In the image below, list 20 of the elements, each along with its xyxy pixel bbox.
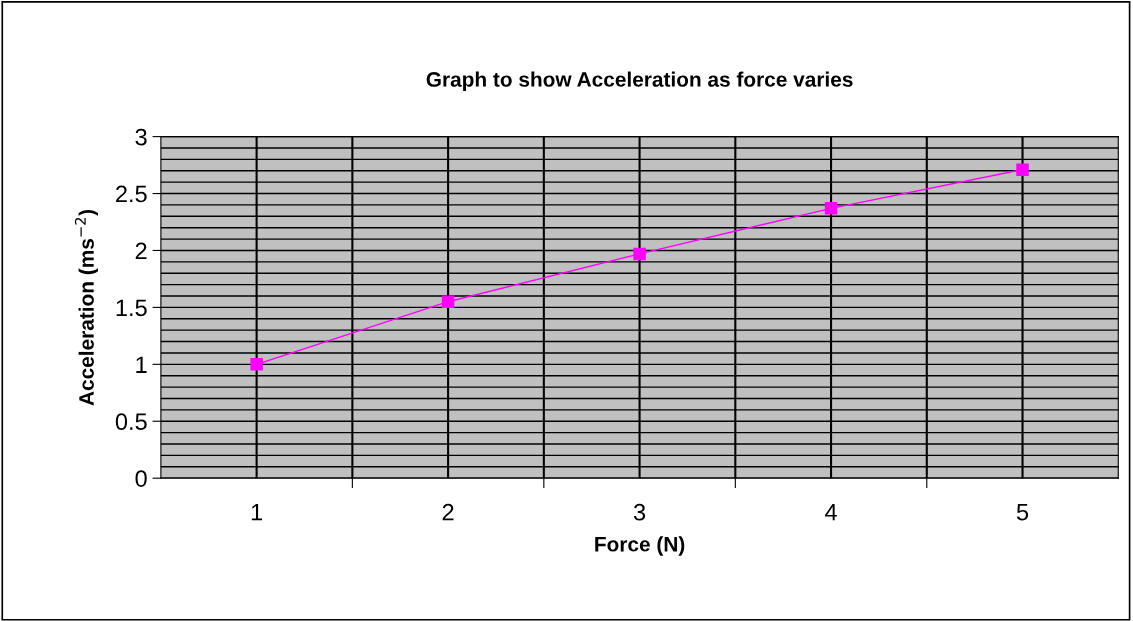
point — [441, 295, 455, 308]
y-axis-title: Acceleration (ms$^{−2}$) — [74, 209, 98, 406]
y-tick-label: 2.5 — [116, 185, 147, 203]
y-tick-label: 1 — [136, 356, 147, 373]
point — [250, 358, 263, 371]
x-tick-label: 2 — [442, 503, 454, 521]
y-tick-label: 2 — [135, 242, 147, 260]
x-tick-label: 1 — [251, 504, 263, 521]
point — [1016, 163, 1029, 176]
x-tick-label: 5 — [1016, 504, 1029, 521]
chart-title: Graph to show Acceleration as force varies — [426, 71, 853, 91]
point — [824, 202, 838, 215]
x-tick-label: 3 — [633, 503, 646, 521]
x-tick-label: 4 — [825, 504, 837, 521]
y-tick-label: 1.5 — [116, 299, 147, 317]
y-tick-label: 0 — [135, 470, 147, 487]
x-axis-title: Force (N) — [595, 536, 685, 556]
point — [633, 247, 646, 261]
y-tick-label: 0.5 — [115, 413, 147, 431]
y-tick-label: 3 — [135, 128, 147, 146]
